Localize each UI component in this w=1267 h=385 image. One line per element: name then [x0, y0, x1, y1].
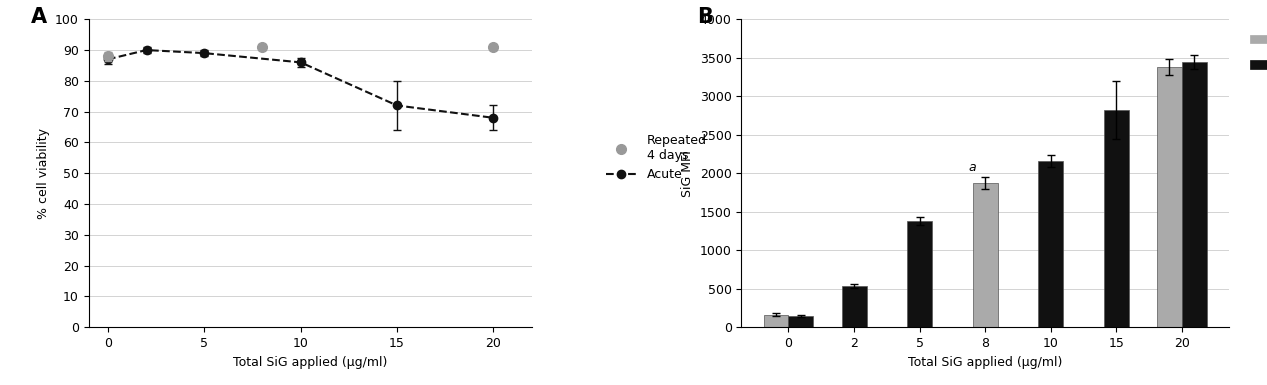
Bar [764, 315, 788, 327]
Bar [1039, 161, 1063, 327]
Bar [1104, 110, 1129, 327]
X-axis label: Total SiG applied (μg/ml): Total SiG applied (μg/ml) [233, 355, 388, 368]
Bar [1182, 62, 1207, 327]
Text: a: a [969, 161, 977, 174]
Y-axis label: SiG MFI: SiG MFI [682, 150, 694, 197]
Text: A: A [32, 7, 47, 27]
Legend: Repeated
4 days, Acute: Repeated 4 days, Acute [601, 129, 712, 186]
Legend: Repeated
4 days, Acute: Repeated 4 days, Acute [1245, 19, 1267, 77]
Bar [788, 316, 813, 327]
Bar [1157, 67, 1182, 327]
Bar [841, 286, 867, 327]
Y-axis label: % cell viability: % cell viability [37, 128, 49, 219]
Bar [973, 183, 997, 327]
Bar [907, 221, 933, 327]
Text: B: B [698, 7, 713, 27]
X-axis label: Total SiG applied (μg/ml): Total SiG applied (μg/ml) [908, 355, 1063, 368]
